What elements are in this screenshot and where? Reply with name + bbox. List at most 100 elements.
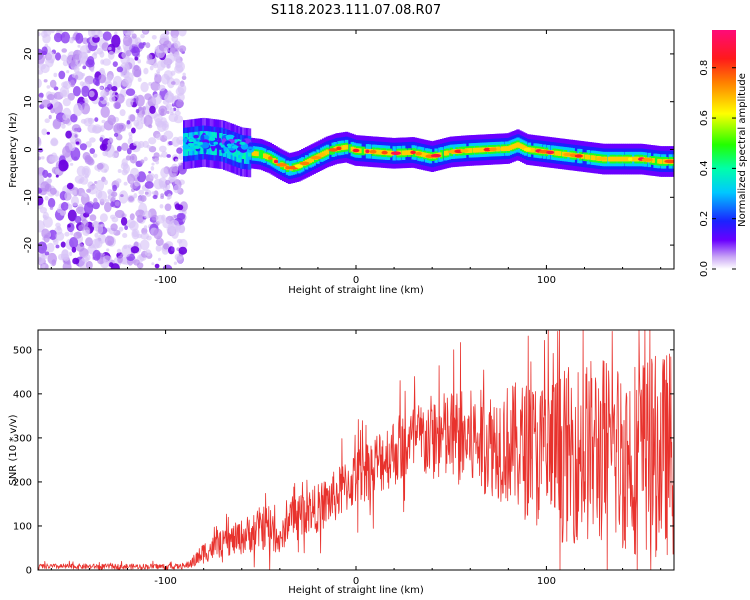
spectrogram-noise-blob <box>130 181 134 184</box>
spectrogram-noise-blob <box>88 28 96 37</box>
spectrogram-disturbed-blob <box>232 146 238 149</box>
spectrogram-noise-blob <box>176 147 182 153</box>
spectrogram-noise-blob <box>126 98 133 107</box>
spectrogram-noise-blob <box>176 100 184 108</box>
spectrogram-noise-blob <box>170 108 175 113</box>
spectrogram-noise-blob <box>57 207 62 213</box>
spectrogram-noise-blob <box>104 180 108 186</box>
spectrogram-noise-blob <box>62 114 68 120</box>
spectrogram-hotspot <box>546 151 554 155</box>
spectrogram-noise-blob <box>106 248 109 251</box>
spectrogram-noise-blob <box>64 232 69 237</box>
spectrogram-noise-blob <box>158 106 167 117</box>
spectrogram-noise-blob <box>165 180 170 185</box>
spectrogram-noise-blob <box>140 82 148 92</box>
spectrogram-noise-blob <box>55 168 59 173</box>
spectrogram-noise-blob <box>75 33 83 44</box>
spectrogram-noise-blob <box>180 48 183 52</box>
spectrogram-noise-blob <box>54 33 62 42</box>
spectrogram-noise-blob <box>131 246 140 253</box>
spectrogram-noise-blob <box>73 232 81 239</box>
spectrogram-noise-blob <box>67 55 76 66</box>
spectrogram-noise-blob <box>45 196 49 201</box>
spectrogram-noise-blob <box>101 120 105 124</box>
spectrogram-noise-blob <box>108 140 111 144</box>
spectrogram-noise-blob <box>67 223 75 232</box>
spectrogram-ridge <box>183 118 676 184</box>
spectrogram-noise-blob <box>125 33 129 38</box>
spectrogram-noise-blob <box>153 195 158 199</box>
spectrogram-noise-blob <box>161 151 167 158</box>
spectrogram-noise-blob <box>122 233 127 238</box>
spectrogram-noise-blob <box>158 85 165 92</box>
spectrogram-noise-blob <box>85 230 89 234</box>
spectrogram-noise-blob <box>136 95 145 107</box>
spectrogram-noise-blob <box>151 163 154 166</box>
spectrogram-noise-blob <box>82 256 89 262</box>
spectrogram-noise-blob <box>83 98 87 102</box>
spectrogram-disturbed-blob <box>226 135 235 139</box>
spectrogram-noise-blob <box>81 219 88 228</box>
spectrogram-noise-blob <box>177 205 183 211</box>
spectrogram-noise-blob <box>102 253 105 255</box>
spectrogram-xtick-label: -100 <box>154 275 177 286</box>
spectrogram-disturbed-blob <box>218 138 221 141</box>
snr-ytick-label: 100 <box>13 521 32 532</box>
spectrogram-disturbed-blob <box>199 142 203 145</box>
spectrogram-noise-blob <box>174 215 177 218</box>
spectrogram-hotspot <box>365 150 369 154</box>
spectrogram-ylabel: Frequency (Hz) <box>8 112 19 188</box>
spectrogram-hotspot <box>382 151 388 155</box>
spectrogram-noise-blob <box>113 102 121 110</box>
spectrogram-noise-blob <box>37 156 41 160</box>
spectrogram-noise-blob <box>111 35 120 48</box>
spectrogram-noise-blob <box>159 146 167 153</box>
spectrogram-noise-blob <box>119 227 124 232</box>
spectrogram-disturbed-blob <box>248 146 253 149</box>
spectrogram-noise-blob <box>167 197 170 200</box>
spectrogram-noise-blob <box>171 247 175 252</box>
spectrogram-hotspot <box>410 151 416 155</box>
spectrogram-noise-blob <box>146 61 150 64</box>
spectrogram-noise-blob <box>75 216 82 223</box>
spectrogram-noise-blob <box>92 239 100 249</box>
spectrogram-hotspot <box>295 164 303 168</box>
figure-title: S118.2023.111.07.08.R07 <box>271 3 441 18</box>
spectrogram-noise-blob <box>117 146 122 152</box>
spectrogram-noise-blob <box>156 245 162 252</box>
spectrogram-noise-blob <box>47 132 50 135</box>
spectrogram-noise-blob <box>148 137 156 144</box>
spectrogram-noise-blob <box>174 51 180 59</box>
spectrogram-noise-blob <box>117 67 123 73</box>
spectrogram-noise-blob <box>51 259 56 266</box>
spectrogram-noise-blob <box>99 86 103 89</box>
spectrogram-noise-blob <box>167 154 171 158</box>
spectrogram-noise-blob <box>166 63 171 69</box>
spectrogram-noise-blob <box>111 263 120 274</box>
spectrogram-noise-blob <box>116 123 126 132</box>
spectrogram-noise-blob <box>183 73 186 77</box>
spectrogram-noise-blob <box>173 185 181 194</box>
spectrogram-noise-blob <box>45 251 50 255</box>
spectrogram-noise-blob <box>70 163 73 166</box>
spectrogram-noise-blob <box>36 253 45 264</box>
spectrogram-noise-blob <box>114 133 118 137</box>
snr-series-line <box>38 330 674 570</box>
spectrogram-disturbed-blob <box>227 144 232 147</box>
spectrogram-noise-blob <box>158 258 161 261</box>
colorbar-tick-label: 0.2 <box>699 211 710 227</box>
spectrogram-noise-blob <box>134 181 140 187</box>
spectrogram-hotspot <box>391 151 401 155</box>
spectrogram-noise-blob <box>72 124 81 132</box>
spectrogram-noise-blob <box>108 51 115 60</box>
spectrogram-noise-blob <box>50 108 54 113</box>
spectrogram-noise-blob <box>37 32 41 36</box>
spectrogram-noise-blob <box>151 166 155 171</box>
spectrogram-noise-blob <box>157 72 160 76</box>
spectrogram-hotspot <box>575 154 583 158</box>
spectrogram-hotspot <box>431 154 441 158</box>
spectrogram-noise-blob <box>72 247 77 253</box>
spectrogram-noise-blob <box>137 59 141 63</box>
spectrogram-noise-blob <box>130 213 135 220</box>
spectrogram-noise-blob <box>143 68 148 75</box>
